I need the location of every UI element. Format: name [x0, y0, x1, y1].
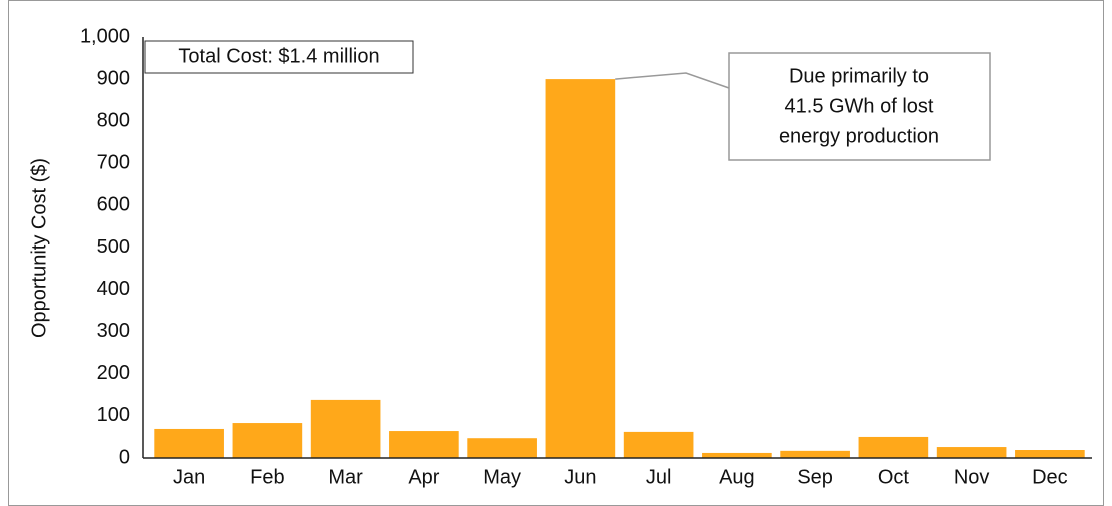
- annotation-text: Total Cost: $1.4 million: [178, 45, 379, 67]
- y-tick-label: 400: [97, 278, 130, 300]
- y-tick-label: 900: [97, 67, 130, 89]
- annotation-box: [144, 40, 414, 74]
- x-tick-label: Jul: [646, 466, 672, 488]
- bar: [936, 447, 1007, 458]
- bar: [232, 423, 303, 458]
- bar: [467, 438, 537, 458]
- callout-text: 41.5 GWh of lost: [785, 95, 934, 117]
- callout-text: energy production: [779, 125, 939, 147]
- bar: [389, 431, 459, 458]
- y-tick-label: 100: [97, 404, 130, 426]
- bar: [310, 399, 381, 458]
- bar: [545, 79, 616, 458]
- x-tick-label: Mar: [328, 466, 363, 488]
- x-tick-label: May: [483, 466, 521, 488]
- x-tick-label: Feb: [250, 466, 284, 488]
- y-tick-label: 700: [97, 152, 130, 174]
- x-tick-label: Oct: [878, 466, 910, 488]
- x-tick-label: Aug: [719, 466, 755, 488]
- y-axis-label: Opportunity Cost ($): [28, 158, 50, 338]
- bar: [623, 431, 694, 458]
- callout-box: [728, 52, 991, 161]
- bar: [1015, 450, 1085, 458]
- x-tick-label: Jan: [173, 466, 205, 488]
- x-tick-label: Nov: [954, 466, 990, 488]
- y-tick-label: 0: [119, 446, 130, 468]
- leader-line: [615, 72, 730, 89]
- y-tick-label: 200: [97, 362, 130, 384]
- bar: [780, 450, 850, 458]
- bar: [702, 452, 772, 458]
- x-tick-label: Sep: [797, 466, 833, 488]
- y-tick-label: 300: [97, 320, 130, 342]
- x-tick-label: Jun: [564, 466, 596, 488]
- bar: [154, 428, 224, 458]
- x-tick-label: Apr: [408, 466, 439, 488]
- y-tick-label: 1,000: [80, 25, 130, 47]
- x-tick-label: Dec: [1032, 466, 1068, 488]
- y-tick-label: 800: [97, 109, 130, 131]
- callout-text: Due primarily to: [789, 65, 929, 87]
- y-tick-label: 600: [97, 194, 130, 216]
- y-tick-label: 500: [97, 236, 130, 258]
- bar: [858, 436, 929, 458]
